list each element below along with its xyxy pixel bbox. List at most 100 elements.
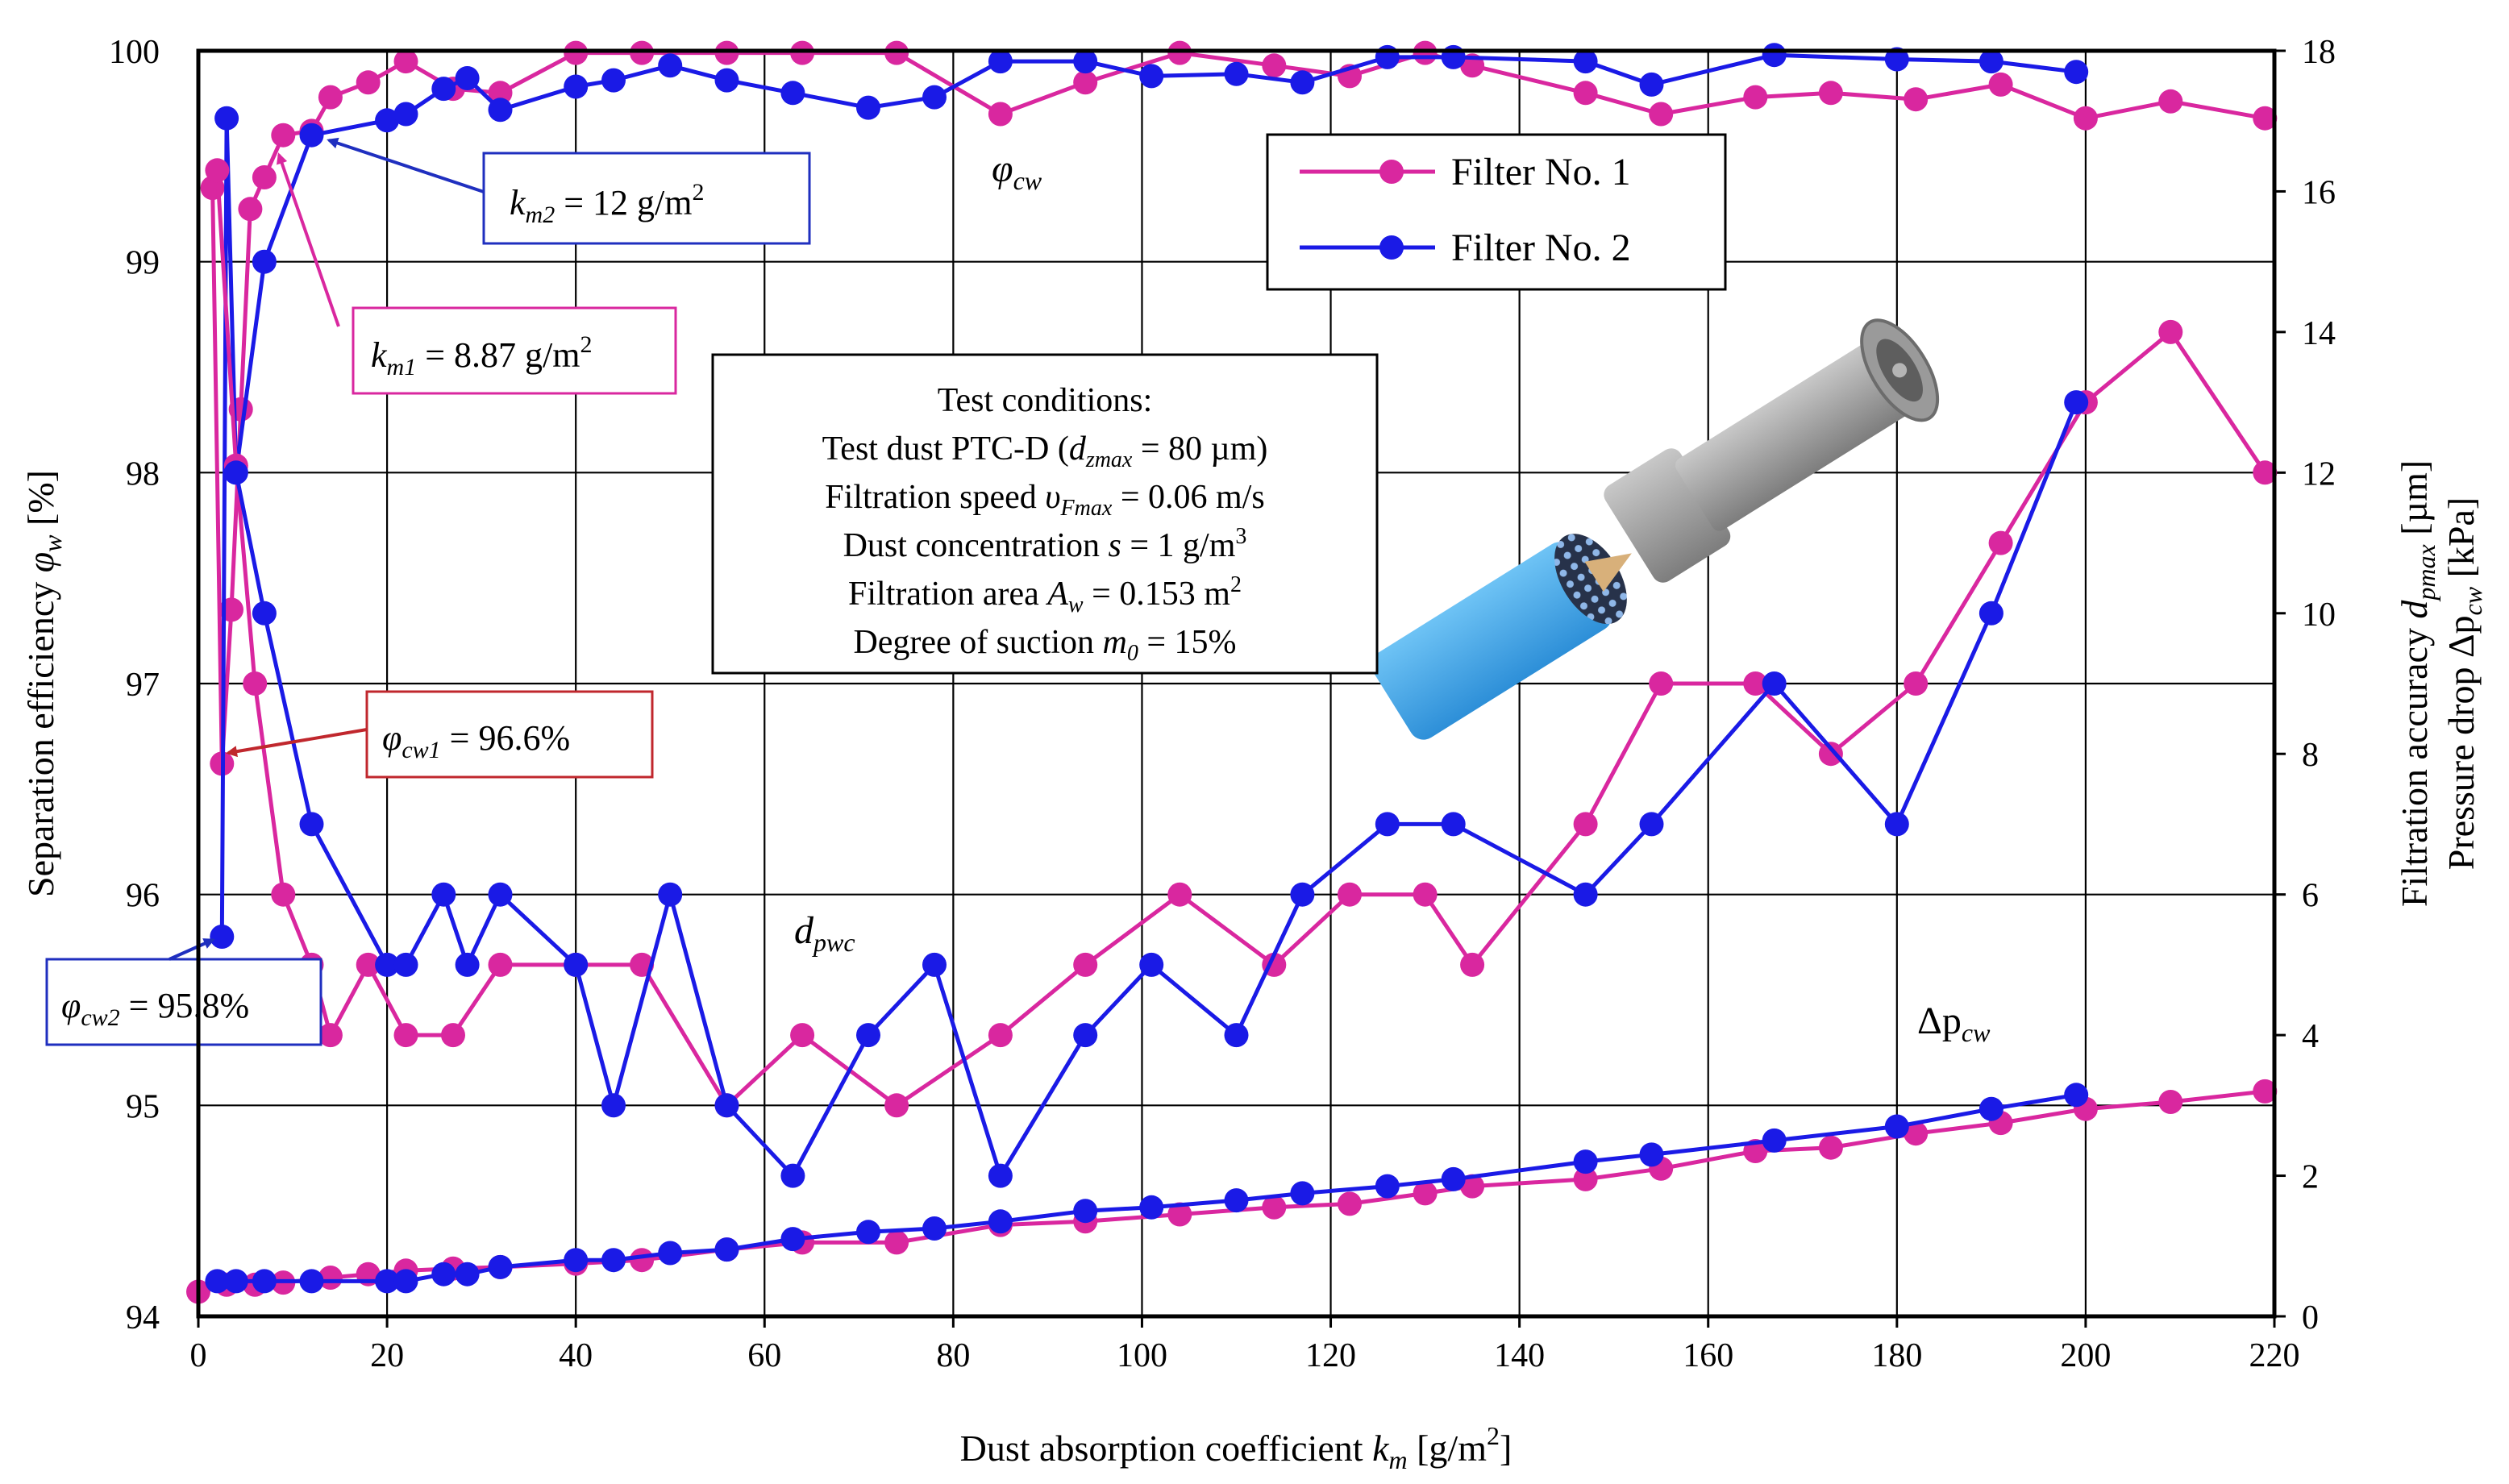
data-point — [1139, 64, 1164, 89]
data-point — [1639, 72, 1664, 97]
data-point — [1262, 1195, 1287, 1220]
data-point — [243, 671, 268, 696]
data-point — [488, 98, 513, 123]
data-point — [630, 1248, 655, 1273]
data-point — [884, 1093, 909, 1118]
data-point — [601, 68, 626, 93]
data-point — [1978, 49, 2003, 74]
data-point — [223, 460, 248, 485]
y-axis-left-title: Separation efficiency φw [%] — [20, 470, 67, 897]
data-point — [780, 1163, 805, 1188]
data-point — [1413, 40, 1438, 65]
data-point — [1573, 1166, 1598, 1191]
y-axis-right-title-accuracy: Filtration accuracy dpmax [µm] — [2394, 460, 2440, 907]
data-point — [714, 1093, 739, 1118]
y-right-tick-label: 2 — [2302, 1159, 2319, 1196]
legend: Filter No. 1 Filter No. 2 — [1266, 133, 1727, 291]
data-point — [299, 812, 324, 837]
data-point — [299, 1269, 324, 1294]
data-point — [393, 49, 418, 74]
x-tick-label: 20 — [370, 1337, 404, 1374]
data-point — [205, 158, 230, 183]
data-point — [1460, 952, 1485, 977]
test-conditions-speed: Filtration speed υFmax = 0.06 m/s — [825, 479, 1264, 521]
series-efficiency-filter-2 — [210, 43, 2089, 949]
data-point — [2158, 89, 2183, 114]
series-line — [210, 51, 2266, 766]
y-right-tick-label: 6 — [2302, 878, 2319, 915]
x-tick-label: 180 — [1871, 1337, 1922, 1374]
data-point — [856, 1023, 880, 1048]
data-point — [1167, 40, 1192, 65]
y-right-tick-label: 4 — [2302, 1018, 2319, 1055]
data-point — [714, 68, 739, 93]
data-point — [1762, 671, 1787, 696]
data-point — [210, 925, 235, 949]
data-point — [271, 882, 296, 907]
series-line — [217, 1092, 2077, 1283]
data-point — [356, 70, 381, 95]
data-point — [1884, 812, 1909, 837]
y-right-tick-label: 0 — [2302, 1299, 2319, 1336]
data-point — [1167, 882, 1192, 907]
data-point — [856, 1220, 880, 1245]
data-point — [2064, 1083, 2089, 1108]
series-line — [234, 401, 2078, 1178]
data-point — [431, 1262, 456, 1287]
data-point — [1818, 81, 1843, 106]
data-point — [2158, 319, 2183, 344]
data-point — [393, 1269, 418, 1294]
data-point — [1139, 952, 1164, 977]
data-point — [1375, 44, 1400, 69]
data-point — [393, 1023, 418, 1048]
data-point — [205, 1269, 230, 1294]
data-point — [922, 952, 947, 977]
data-point — [1441, 44, 1466, 69]
x-tick-label: 80 — [936, 1337, 970, 1374]
data-point — [658, 882, 683, 907]
series-layer — [186, 40, 2278, 1304]
data-point — [714, 1237, 739, 1262]
data-point — [601, 1093, 626, 1118]
y-right-tick-label: 14 — [2302, 315, 2336, 352]
data-point — [1818, 1135, 1843, 1160]
data-point — [223, 1269, 248, 1294]
data-point — [658, 1241, 683, 1266]
data-point — [431, 882, 456, 907]
data-point — [441, 1023, 465, 1048]
x-tick-label: 40 — [559, 1337, 593, 1374]
data-point — [1884, 47, 1909, 72]
data-point — [1988, 530, 2013, 555]
data-point — [1139, 1195, 1164, 1220]
data-point — [1224, 61, 1249, 86]
data-point — [2073, 106, 2098, 131]
y-right-tick-label: 10 — [2302, 597, 2336, 634]
annotation-phi-cw1: φcw1 = 96.6% — [226, 690, 654, 779]
test-conditions-dust: Test dust PTC-D (dzmax = 80 µm) — [822, 430, 1268, 472]
data-point — [1073, 1199, 1098, 1224]
data-point — [1573, 812, 1598, 837]
filter-housing-illustration — [1604, 318, 1940, 583]
data-point — [393, 952, 418, 977]
data-point — [630, 40, 655, 65]
data-point — [1762, 1128, 1787, 1153]
data-point — [1884, 1114, 1909, 1139]
svg-text:φcw2 = 95.8%: φcw2 = 95.8% — [61, 986, 249, 1031]
data-point — [1904, 671, 1929, 696]
data-point — [564, 40, 589, 65]
data-point — [1649, 102, 1674, 127]
data-point — [252, 249, 277, 274]
data-point — [1460, 1174, 1485, 1199]
data-point — [1904, 87, 1929, 112]
x-tick-label: 160 — [1683, 1337, 1733, 1374]
annotation-phi-cw2: φcw2 = 95.8% — [45, 938, 322, 1046]
curve-label-pressure: Δpcw — [1917, 1000, 1991, 1047]
test-conditions-suction: Degree of suction m0 = 15% — [853, 624, 1236, 666]
data-point — [564, 1248, 589, 1273]
data-point — [1904, 1121, 1929, 1146]
data-point — [790, 1023, 815, 1048]
annotation-km2: km2 = 12 g/m2 — [327, 137, 811, 245]
data-point — [714, 40, 739, 65]
test-conditions-box: Test conditions: Test dust PTC-D (dzmax … — [711, 353, 1379, 675]
data-point — [1413, 1181, 1438, 1206]
